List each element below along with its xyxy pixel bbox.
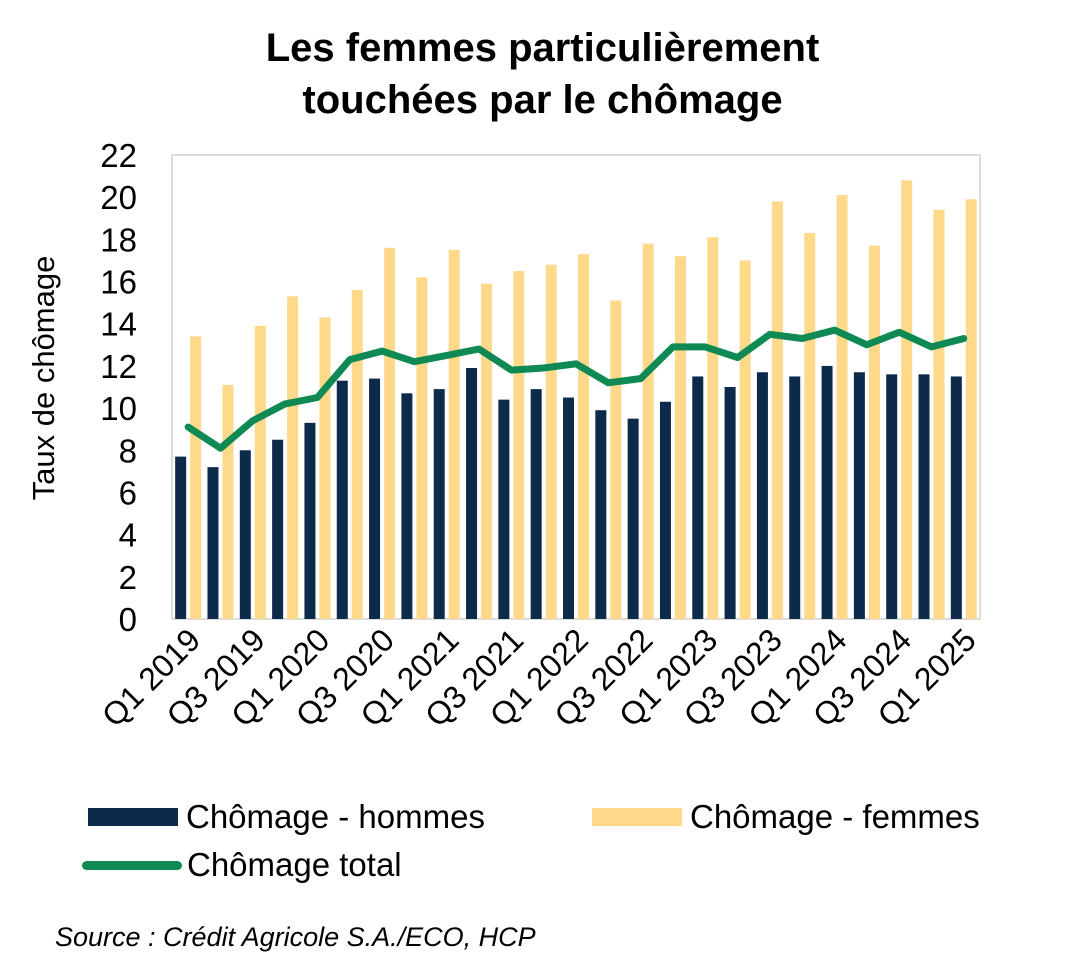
bar-hommes-18	[756, 372, 768, 619]
y-tick-label-4: 8	[119, 432, 137, 469]
bar-femmes-21	[868, 245, 880, 619]
bar-femmes-19	[804, 233, 816, 619]
bar-femmes-23	[933, 209, 945, 619]
bar-hommes-9	[466, 368, 478, 619]
y-tick-label-5: 10	[100, 390, 137, 427]
legend-label-femmes: Chômage - femmes	[690, 798, 980, 835]
bar-hommes-22	[886, 374, 898, 619]
bar-femmes-16	[707, 237, 719, 619]
bar-hommes-6	[369, 378, 381, 619]
bar-hommes-13	[595, 410, 607, 619]
legend-item-femmes: Chômage - femmes	[592, 798, 980, 836]
bar-hommes-1	[207, 467, 219, 619]
bar-hommes-17	[724, 387, 736, 619]
y-tick-label-8: 16	[100, 264, 137, 301]
legend-swatch-femmes	[592, 808, 682, 826]
bar-hommes-12	[563, 397, 574, 619]
y-tick-label-10: 20	[100, 179, 137, 216]
y-tick-label-2: 4	[119, 517, 137, 554]
legend-swatch-total	[82, 860, 182, 870]
bar-femmes-15	[674, 256, 686, 619]
bar-hommes-20	[821, 365, 833, 619]
chart-title: Les femmes particulièrement touchées par…	[0, 22, 1085, 126]
bar-hommes-15	[659, 401, 671, 619]
y-tick-label-0: 0	[119, 601, 137, 638]
y-tick-label-9: 18	[100, 221, 137, 258]
bar-femmes-0	[190, 336, 202, 619]
bar-femmes-9	[481, 283, 493, 619]
bar-femmes-5	[351, 289, 363, 619]
bar-hommes-7	[401, 393, 413, 619]
source-note: Source : Crédit Agricole S.A./ECO, HCP	[55, 922, 536, 952]
legend-swatch-hommes	[88, 808, 178, 826]
plot-frame	[171, 154, 981, 620]
bar-hommes-24	[950, 376, 962, 619]
bar-femmes-2	[254, 325, 266, 619]
bar-hommes-21	[853, 372, 865, 619]
bar-femmes-6	[384, 247, 396, 620]
bar-hommes-2	[239, 450, 251, 619]
bar-femmes-3	[287, 296, 299, 619]
bar-hommes-0	[175, 456, 187, 619]
legend-label-total: Chômage total	[187, 846, 402, 883]
bar-hommes-8	[433, 389, 445, 619]
bar-hommes-14	[627, 418, 639, 619]
bar-hommes-10	[498, 399, 510, 619]
y-tick-label-11: 22	[100, 137, 137, 174]
bar-femmes-22	[901, 180, 913, 620]
bar-femmes-4	[319, 317, 331, 619]
bar-hommes-4	[304, 422, 316, 619]
bar-femmes-7	[416, 277, 428, 619]
bar-femmes-11	[545, 264, 557, 619]
bar-femmes-13	[610, 300, 622, 619]
bar-hommes-16	[692, 376, 704, 619]
bar-femmes-1	[222, 384, 234, 619]
y-tick-label-6: 12	[100, 348, 137, 385]
y-axis-label: Taux de chômage	[26, 256, 61, 501]
bar-femmes-18	[771, 201, 783, 619]
legend-label-hommes: Chômage - hommes	[186, 798, 485, 835]
bar-femmes-24	[965, 199, 977, 620]
bar-femmes-14	[642, 243, 654, 619]
line-total	[184, 326, 968, 452]
bar-femmes-10	[513, 271, 525, 619]
bar-hommes-11	[530, 389, 542, 619]
chart-title-line-1: Les femmes particulièrement	[265, 26, 820, 70]
bar-femmes-8	[448, 249, 460, 619]
bar-femmes-12	[578, 254, 589, 620]
y-tick-label-1: 2	[119, 559, 137, 596]
y-tick-label-7: 14	[100, 306, 137, 343]
y-tick-label-3: 6	[119, 474, 137, 511]
chart-title-line-2: touchées par le chômage	[302, 78, 783, 122]
legend-item-hommes: Chômage - hommes	[88, 798, 485, 836]
legend-item-total: Chômage total	[82, 846, 402, 884]
bar-femmes-20	[836, 195, 848, 619]
bar-hommes-23	[918, 374, 930, 619]
bar-hommes-5	[336, 380, 348, 619]
bar-femmes-17	[739, 260, 751, 619]
bar-hommes-3	[272, 439, 284, 619]
bar-hommes-19	[789, 376, 801, 619]
